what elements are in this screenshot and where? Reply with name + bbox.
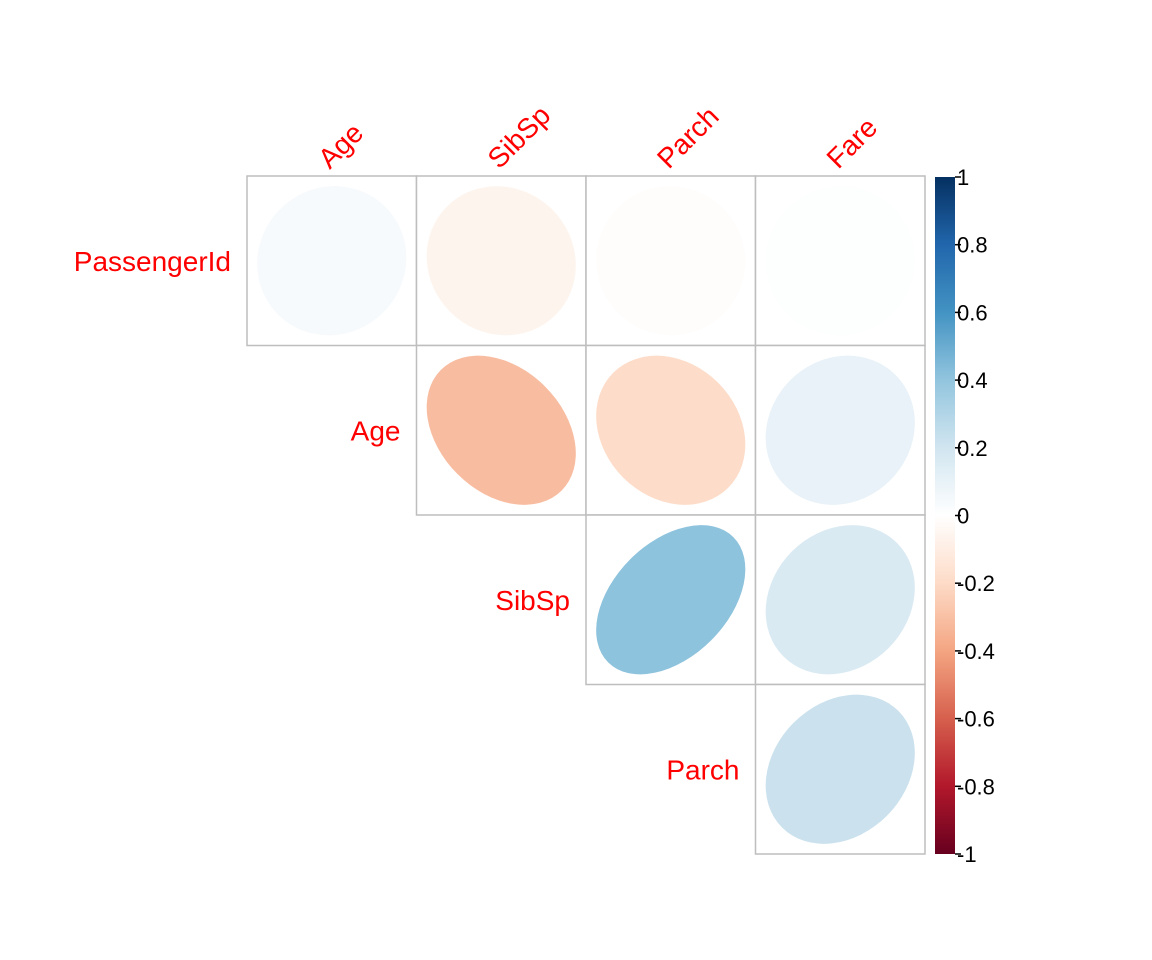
row-label: PassengerId	[74, 246, 231, 277]
correlation-ellipse	[596, 186, 746, 336]
row-label: Parch	[666, 754, 739, 785]
cell-sibsp-fare	[754, 514, 926, 686]
correlation-ellipse	[765, 186, 915, 336]
correlation-ellipse	[765, 694, 915, 844]
colorbar-gradient	[935, 177, 955, 854]
colorbar-tick-label: -0.4	[957, 639, 995, 664]
cell-passengerid-sibsp	[415, 175, 587, 347]
cell-passengerid-fare	[754, 175, 926, 347]
row-labels: PassengerId Age SibSp Parch	[74, 246, 740, 786]
correlation-ellipse	[257, 186, 407, 336]
cell-parch-fare	[754, 683, 926, 855]
colorbar-tick-label: 0.4	[957, 368, 988, 393]
row-label: SibSp	[495, 585, 570, 616]
correlation-ellipse	[765, 525, 915, 675]
column-label: Parch	[651, 101, 725, 175]
cell-age-sibsp	[415, 344, 587, 516]
column-label: Age	[312, 117, 369, 174]
column-labels: Age SibSp Parch Fare	[312, 99, 883, 174]
correlation-ellipse	[426, 355, 576, 505]
cell-passengerid-parch	[585, 175, 757, 347]
colorbar: 1 0.8 0.6 0.4 0.2 0 -0.2 -0.4 -0.6 -0.8 -1	[935, 165, 995, 867]
colorbar-tick-label: 0.2	[957, 436, 988, 461]
cell-age-parch	[585, 344, 757, 516]
colorbar-tick-label: -0.6	[957, 707, 995, 732]
colorbar-tick-label: -0.8	[957, 774, 995, 799]
colorbar-tick-label: -1	[957, 842, 977, 867]
correlation-cells	[246, 175, 926, 855]
cell-passengerid-age	[246, 175, 418, 347]
column-label: Fare	[821, 112, 884, 175]
correlation-ellipse	[596, 355, 746, 505]
colorbar-tick-label: 1	[957, 165, 969, 190]
colorbar-tick-label: 0.6	[957, 300, 988, 325]
correlation-ellipse	[765, 355, 915, 505]
column-label: SibSp	[482, 99, 557, 174]
colorbar-tick-label: 0	[957, 504, 969, 529]
correlation-ellipse	[426, 186, 576, 336]
correlation-ellipse	[596, 525, 746, 675]
cell-sibsp-parch	[585, 514, 757, 686]
cell-age-fare	[754, 344, 926, 516]
colorbar-tick-label: 0.8	[957, 233, 988, 258]
colorbar-tick-label: -0.2	[957, 571, 995, 596]
row-label: Age	[351, 415, 401, 446]
